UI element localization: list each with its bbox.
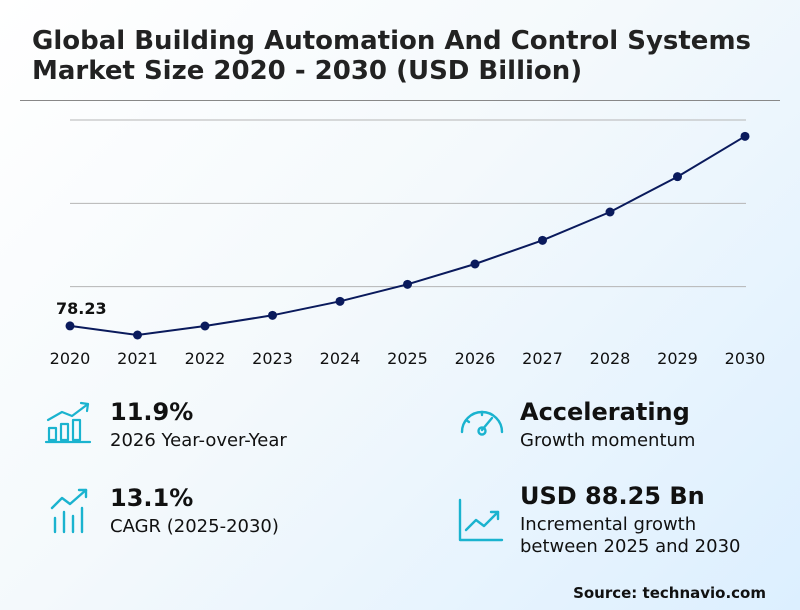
data-point-2022 (200, 321, 210, 331)
stat-yoy: 11.9% 2026 Year-over-Year (110, 398, 287, 452)
data-point-2025 (403, 279, 412, 289)
data-points (65, 131, 750, 340)
stat-yoy-desc: 2026 Year-over-Year (110, 430, 287, 451)
line-chart: 78.23 2020 2021 2022 2023 2024 2025 2026 2027 20… (50, 119, 766, 368)
x-tick-2026: 2026 (455, 349, 496, 368)
x-tick-2022: 2022 (185, 349, 226, 368)
x-tick-2021: 2021 (117, 349, 158, 368)
x-tick-2027: 2027 (522, 349, 563, 368)
x-tick-2024: 2024 (320, 349, 361, 368)
bar-chart-growth-icon (44, 401, 92, 444)
stat-momentum-desc: Growth momentum (520, 430, 696, 451)
x-tick-2025: 2025 (387, 349, 428, 368)
x-tick-2020: 2020 (50, 349, 91, 368)
data-point-2020 (65, 321, 75, 331)
data-label-2020: 78.23 (56, 299, 107, 318)
x-tick-labels: 2020 2021 2022 2023 2024 2025 2026 2027 2028 2029… (50, 349, 766, 368)
series-line (69, 135, 746, 337)
stat-cagr-value: 13.1% (110, 484, 194, 512)
gridlines (70, 119, 746, 288)
data-point-2021 (133, 330, 142, 340)
data-point-2027 (538, 235, 547, 245)
x-tick-2028: 2028 (590, 349, 631, 368)
chart-title: Global Building Automation And Control S… (32, 26, 752, 86)
stat-incremental-value: USD 88.25 Bn (520, 482, 705, 510)
x-tick-2023: 2023 (252, 349, 293, 368)
stat-momentum-value: Accelerating (520, 398, 690, 426)
x-tick-2030: 2030 (725, 349, 766, 368)
speedometer-icon (460, 410, 504, 436)
stat-yoy-value: 11.9% (110, 398, 194, 426)
data-point-2024 (335, 296, 345, 306)
data-labels: 78.23 (56, 299, 107, 318)
stat-incremental-desc: Incremental growth between 2025 and 2030 (520, 514, 740, 558)
line-chart-up-icon (458, 498, 504, 542)
stat-momentum: Accelerating Growth momentum (520, 398, 695, 452)
stat-cagr-desc: CAGR (2025-2030) (110, 516, 279, 537)
data-point-2030 (740, 131, 750, 141)
stat-incremental-desc-line2: between 2025 and 2030 (520, 536, 741, 557)
trend-up-bars-icon (50, 488, 88, 534)
stat-incremental: USD 88.25 Bn Incremental growth between … (520, 482, 740, 558)
x-tick-2029: 2029 (657, 349, 698, 368)
data-point-2029 (673, 172, 682, 182)
data-point-2026 (470, 259, 480, 269)
stat-incremental-desc-line1: Incremental growth (520, 514, 697, 535)
stat-cagr: 13.1% CAGR (2025-2030) (110, 484, 279, 538)
data-point-2023 (268, 310, 277, 320)
title-divider (20, 100, 780, 101)
source-credit: Source: technavio.com (573, 584, 766, 602)
data-point-2028 (605, 207, 615, 217)
